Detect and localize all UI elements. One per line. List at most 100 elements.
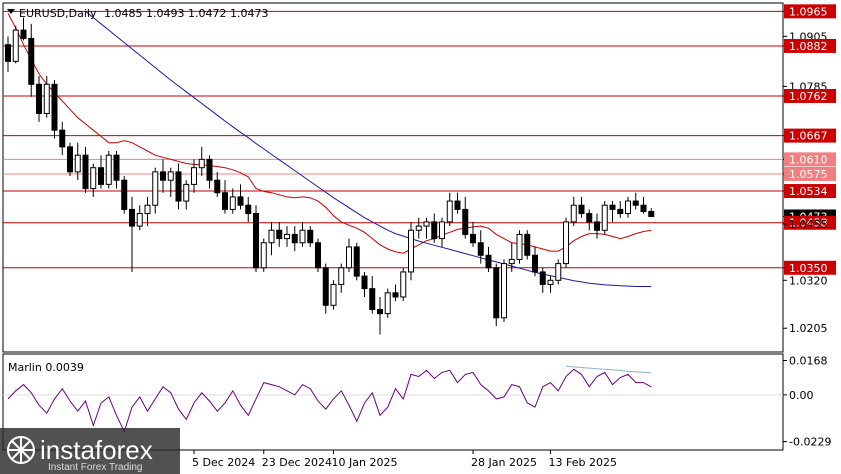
price-tick-label: 1.0455 [789,218,828,231]
candle-body [578,204,585,215]
instaforex-logo-icon [7,436,35,464]
level-price-tag [784,38,836,53]
candle-body [12,29,19,62]
time-tick-label: 13 Feb 2025 [549,456,617,469]
indicator-axis[interactable]: 0.0168 0.00 -0.0229 [783,355,831,449]
candle-body [276,229,283,240]
level-price-label: 1.0458 [789,217,828,230]
candle-body [454,200,461,210]
candle-body [214,179,221,194]
ohlc-values: 1.0485 1.0493 1.0472 1.0473 [104,7,268,20]
time-tick-label: 28 Jan 2025 [471,456,537,469]
candle-body [423,221,430,227]
candle-body [415,225,422,231]
candle-body [28,37,35,85]
indicator-label: Marlin 0.0039 [8,361,84,374]
level-price-tag [784,88,836,103]
candle-body [586,213,593,223]
candle-body [408,229,414,273]
candle-body [594,221,600,231]
candle-body [90,167,97,190]
collapse-triangle-icon[interactable] [7,9,15,14]
indicator-tick-label: 0.0168 [789,355,828,368]
level-price-label: 1.0575 [789,168,828,181]
price-panel[interactable] [2,2,784,353]
candle-body [121,179,128,210]
candle-body [493,267,500,319]
level-price-label: 1.0965 [789,5,828,18]
indicator-tick-label: -0.0229 [789,436,831,449]
watermark-brand: instaforex [40,435,153,465]
candle-body [625,200,631,215]
level-price-tag [784,152,836,167]
candle-body [501,263,507,319]
time-tick-label: 23 Dec 2024 [262,456,332,469]
level-price-label: 1.0534 [789,185,828,198]
candle-body [470,233,476,244]
candle-body [291,233,298,244]
candle-body [229,196,236,210]
candle-body [5,44,11,62]
candle-body [260,242,267,269]
candle-body [105,154,112,185]
candle-body [346,246,352,269]
candle-body [617,208,624,215]
candle-body [268,229,275,244]
candle-body [20,29,27,39]
candle-body [640,204,647,212]
levels-layer [3,10,783,269]
indicator-line-1 [565,365,652,374]
price-tick-label: 1.0205 [789,322,828,335]
level-price-label: 1.0350 [789,262,828,275]
marlin-oscillator [3,365,783,433]
level-price-tag [784,4,836,19]
ma-line-0 [7,13,652,254]
time-tick-label: 5 Dec 2024 [192,456,255,469]
candle-body [400,271,407,298]
time-axis[interactable]: 5 Dec 2024 23 Dec 2024 10 Jan 2025 28 Jan 2… [192,450,617,469]
candle-body [462,208,469,235]
candle-body [532,254,538,273]
candle-body [36,83,42,114]
candle-body [67,146,73,173]
candle-body [307,229,314,244]
watermark-tagline: Instant Forex Trading [48,462,143,473]
candle-body [485,254,492,269]
candle-body [152,171,159,206]
candle-body [245,204,252,215]
candle-body [563,221,569,265]
candle-body [43,83,50,114]
level-price-label: 1.0762 [789,90,828,103]
candle-body [439,221,445,240]
candles [5,17,655,335]
candle-body [144,204,151,215]
candle-body [175,171,182,202]
candle-body [539,271,546,285]
candle-body [648,210,655,217]
candle-body [570,204,577,223]
candle-body [322,267,329,306]
candle-body [555,263,562,281]
candle-body [547,279,554,285]
candle-body [609,204,616,210]
candle-body [206,158,213,181]
candle-body [384,292,391,315]
price-axis[interactable]: 1.09651.09051.08821.07851.07621.06671.06… [783,4,836,335]
level-price-label: 1.0667 [789,130,828,143]
candle-body [136,213,143,227]
candle-body [113,154,120,181]
candle-body [183,183,190,202]
candle-body [299,229,306,244]
candle-body [284,233,290,240]
candle-body [377,308,383,315]
watermark: instaforex Instant Forex Trading [0,428,180,474]
candle-body [98,167,104,185]
level-price-tag [784,166,836,181]
candle-body [198,158,205,169]
indicator-line-0 [7,368,652,433]
candle-body [431,221,438,240]
candle-body [167,171,174,181]
candle-body [392,292,399,298]
level-price-tag [784,260,836,275]
